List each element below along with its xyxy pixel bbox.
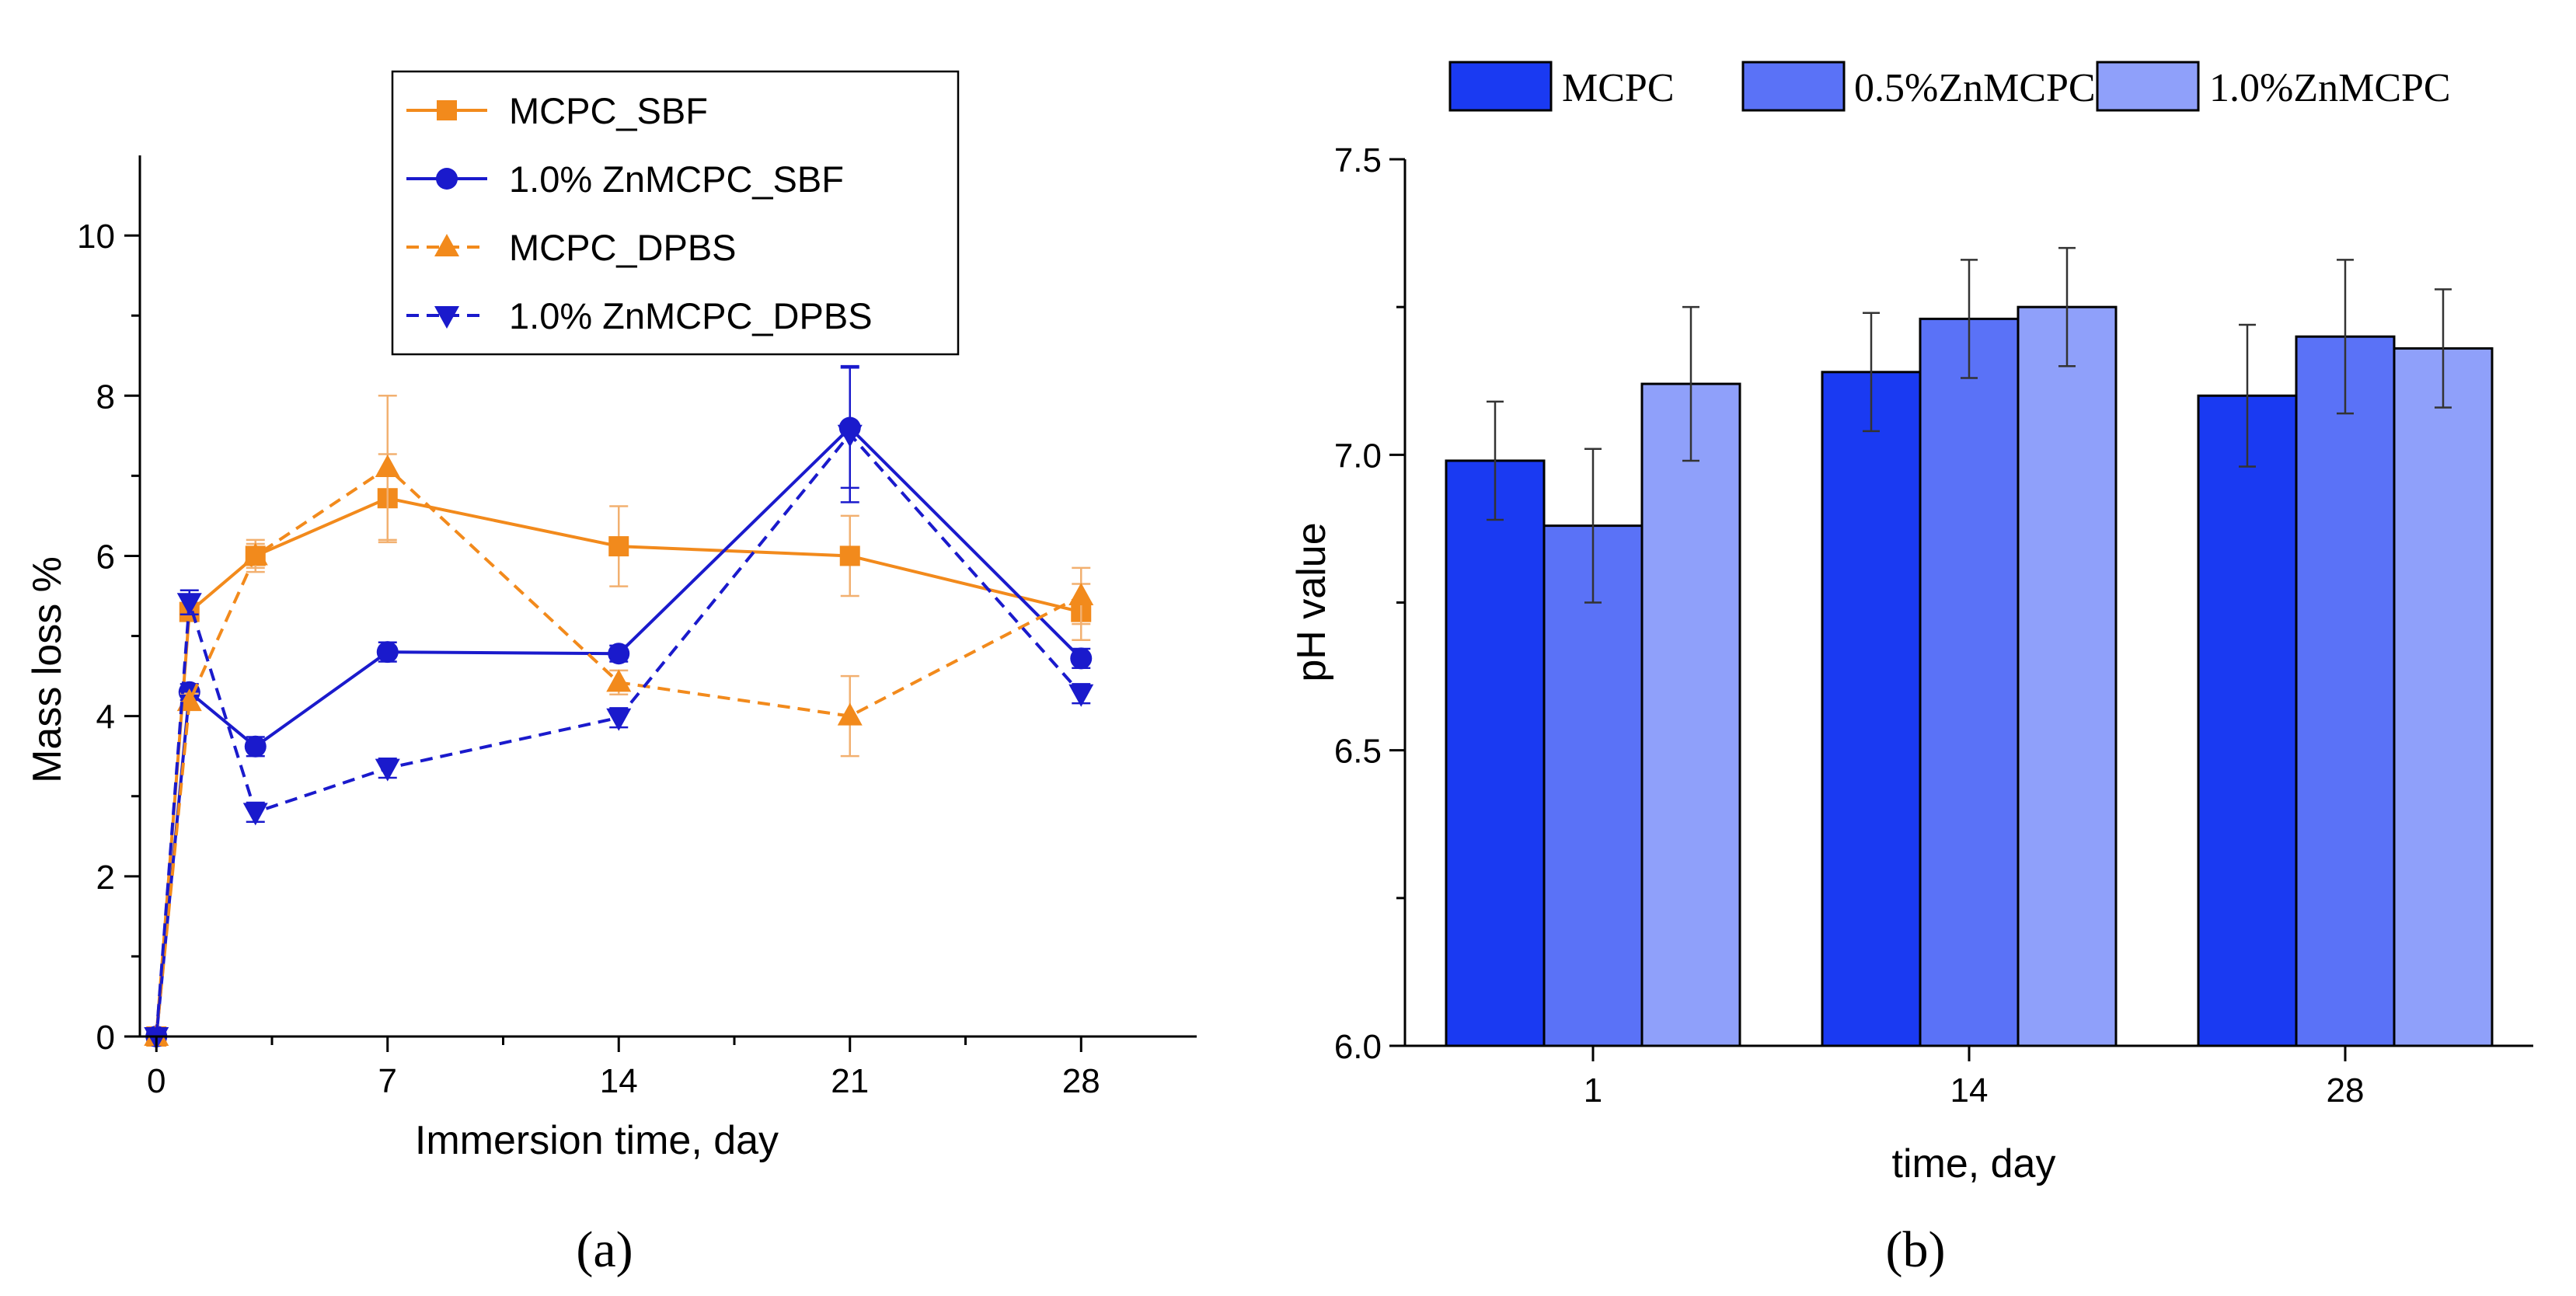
chart-a-legend-marker xyxy=(437,100,457,120)
chart-a-data-point xyxy=(837,702,863,726)
chart-b-y-tick-label: 7.0 xyxy=(1334,437,1382,475)
chart-a-y-axis-label: Mass loss % xyxy=(25,556,70,783)
chart-a-y-tick-label: 10 xyxy=(77,218,115,256)
chart-a-data-point xyxy=(837,424,863,448)
chart-a-data-point xyxy=(244,735,267,758)
chart-b-bar xyxy=(1821,371,1922,1047)
chart-b: 6.0 6.5 7.0 7.5 1 14 28 time, day pH value MCP… xyxy=(1289,61,2533,1186)
chart-a-y-tick-label: 0 xyxy=(96,1019,115,1057)
chart-b-legend-label: 1.0%ZnMCPC xyxy=(2209,66,2451,110)
chart-b-legend-swatch xyxy=(1741,61,1846,112)
chart-a-legend-label: 1.0% ZnMCPC_SBF xyxy=(509,159,844,200)
chart-b-marks xyxy=(1445,246,2494,1047)
chart-b-bar xyxy=(1640,382,1741,1047)
chart-a-y-tick-label: 4 xyxy=(96,699,115,737)
chart-a-legend: MCPC_SBF 1.0% ZnMCPC_SBF MCPC_DPBS 1.0% ZnM… xyxy=(391,70,960,356)
chart-a-x-axis-label: Immersion time, day xyxy=(415,1118,779,1163)
chart-a-data-point xyxy=(1070,647,1093,670)
chart-a-data-point xyxy=(1068,583,1094,605)
chart-a-x-tick-label: 7 xyxy=(378,1062,397,1100)
chart-b-x-tick-label: 1 xyxy=(1584,1071,1602,1110)
chart-a-axes: 0 7 14 21 28 0 2 4 6 8 10 xyxy=(77,155,1197,1100)
chart-a-legend-label: 1.0% ZnMCPC_DPBS xyxy=(509,295,873,336)
chart-a-y-tick-label: 8 xyxy=(96,378,115,416)
chart-a-legend-marker xyxy=(434,306,459,329)
chart-a-data-point xyxy=(375,758,400,782)
chart-a-marks xyxy=(144,364,1094,1050)
chart-a-data-point xyxy=(376,641,399,664)
chart-a-series-0 xyxy=(146,453,1092,1047)
chart-b-y-tick-label: 7.5 xyxy=(1334,141,1382,179)
chart-a-series-3 xyxy=(144,364,1094,1050)
chart-a-data-point xyxy=(839,545,860,566)
chart-b-y-tick-label: 6.0 xyxy=(1334,1028,1382,1066)
chart-a-data-point xyxy=(242,542,268,566)
chart-a-data-point xyxy=(606,708,632,731)
chart-a-x-tick-label: 28 xyxy=(1062,1062,1100,1100)
chart-a-y-tick-label: 2 xyxy=(96,859,115,897)
chart-b-bar xyxy=(2197,394,2298,1047)
panel-label-a: (a) xyxy=(576,1221,633,1278)
chart-b-legend-swatch xyxy=(2096,61,2200,112)
chart-a-x-tick-label: 21 xyxy=(831,1062,869,1100)
chart-a-legend-marker xyxy=(436,168,458,190)
chart-b-bar xyxy=(1542,524,1644,1047)
chart-a-data-point xyxy=(606,669,632,692)
chart-b-x-tick-label: 14 xyxy=(1950,1071,1989,1110)
chart-b-axes: 6.0 6.5 7.0 7.5 1 14 28 xyxy=(1334,141,2533,1110)
chart-a-x-tick-label: 0 xyxy=(147,1062,166,1100)
chart-b-bar xyxy=(1919,317,2020,1047)
chart-a-legend-label: MCPC_DPBS xyxy=(509,227,737,268)
chart-a: 0 7 14 21 28 0 2 4 6 8 10 Immersion time, day Mass… xyxy=(25,70,1197,1163)
chart-a-data-point xyxy=(176,593,202,616)
chart-a-data-point xyxy=(608,536,629,557)
chart-b-legend-label: MCPC xyxy=(1562,66,1675,110)
chart-b-y-tick-label: 6.5 xyxy=(1334,733,1382,771)
chart-b-legend-label: 0.5%ZnMCPC xyxy=(1854,66,2096,110)
chart-a-data-point xyxy=(176,688,202,712)
chart-b-bar xyxy=(2393,347,2494,1047)
chart-b-bar xyxy=(1445,459,1546,1047)
chart-b-x-tick-label: 28 xyxy=(2327,1071,2365,1110)
chart-a-legend-marker xyxy=(434,234,459,256)
chart-b-y-axis-label: pH value xyxy=(1289,522,1334,681)
panel-label-b: (b) xyxy=(1886,1221,1946,1278)
chart-a-data-point xyxy=(242,803,268,826)
chart-b-bar xyxy=(2295,335,2396,1047)
chart-a-data-point xyxy=(375,455,400,478)
chart-a-data-point xyxy=(608,643,630,665)
chart-b-bar xyxy=(2017,305,2118,1047)
chart-a-legend-box xyxy=(391,70,960,356)
chart-a-data-point xyxy=(1068,684,1094,707)
chart-b-x-axis-label: time, day xyxy=(1892,1141,2056,1186)
chart-a-y-tick-label: 6 xyxy=(96,538,115,576)
chart-b-legend: MCPC 0.5%ZnMCPC 1.0%ZnMCPC xyxy=(1448,61,2451,112)
chart-a-legend-label: MCPC_SBF xyxy=(509,90,708,131)
chart-a-x-tick-label: 14 xyxy=(600,1062,638,1100)
chart-b-legend-swatch xyxy=(1448,61,1553,112)
